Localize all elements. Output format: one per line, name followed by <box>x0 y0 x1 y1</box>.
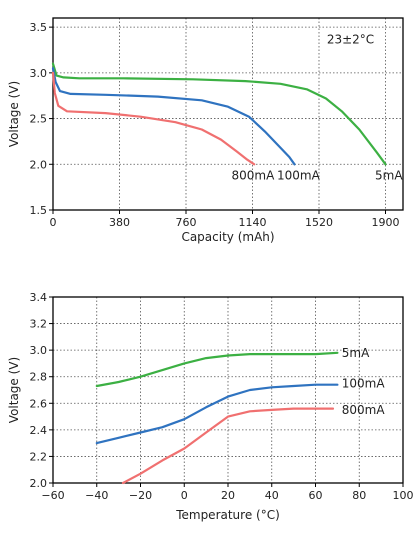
x-tick-label: 60 <box>309 489 323 502</box>
y-axis-label: Voltage (V) <box>7 81 21 147</box>
x-tick-label: 100 <box>393 489 414 502</box>
series-label: 5mA <box>375 168 403 182</box>
y-tick-label: 3.0 <box>30 67 48 80</box>
y-tick-label: 2.8 <box>30 371 48 384</box>
series-line-800ma <box>51 71 256 166</box>
plot-frame <box>52 17 404 211</box>
y-tick-label: 2.6 <box>30 397 48 410</box>
y-tick-label: 2.0 <box>30 477 48 490</box>
x-axis-label: Capacity (mAh) <box>181 230 274 244</box>
x-tick-label: 1140 <box>239 216 267 229</box>
series-label: 100mA <box>342 376 386 390</box>
x-tick-label: 0 <box>50 216 57 229</box>
x-tick-label: 20 <box>221 489 235 502</box>
y-tick-label: 2.4 <box>30 424 48 437</box>
y-tick-label: 3.4 <box>30 291 48 304</box>
x-tick-label: 0 <box>181 489 188 502</box>
x-tick-label: 80 <box>352 489 366 502</box>
y-axis-label: Voltage (V) <box>7 357 21 423</box>
series-line-100ma <box>51 67 296 166</box>
temperature-voltage-chart: −60 −40 −20 0 20 40 60 80 100 2.0 2.2 2.4 2.6 2.8 3.0 3… <box>7 291 414 522</box>
x-tick-label: 1520 <box>305 216 333 229</box>
y-tick-label: 3.5 <box>30 21 48 34</box>
series-label: 800mA <box>232 168 276 182</box>
y-tick-label: 2.5 <box>30 113 48 126</box>
x-tick-label: 380 <box>109 216 130 229</box>
y-tick-label: 3.0 <box>30 344 48 357</box>
series-line-5ma <box>51 62 387 166</box>
y-tick-label: 3.2 <box>30 318 48 331</box>
y-tick-label: 1.5 <box>30 204 48 217</box>
x-tick-label: 760 <box>176 216 197 229</box>
x-tick-label: 1900 <box>372 216 400 229</box>
y-tick-label: 2.2 <box>30 450 48 463</box>
series-line-5ma <box>95 351 339 388</box>
x-tick-label: −40 <box>85 489 108 502</box>
series-line-800ma <box>121 407 335 485</box>
x-tick-label: −60 <box>41 489 64 502</box>
y-tick-label: 2.0 <box>30 158 48 171</box>
x-tick-label: −20 <box>129 489 152 502</box>
x-tick-label: 40 <box>265 489 279 502</box>
series-line-100ma <box>95 383 339 445</box>
series-label: 5mA <box>342 346 370 360</box>
capacity-voltage-chart: 0 380 760 1140 1520 1900 1.5 2.0 2.5 3.0 3.5 Capaci… <box>7 17 404 244</box>
temperature-annotation: 23±2°C <box>327 33 374 47</box>
x-axis-label: Temperature (°C) <box>175 508 280 522</box>
series-label: 800mA <box>342 403 386 417</box>
series-label: 100mA <box>277 168 321 182</box>
